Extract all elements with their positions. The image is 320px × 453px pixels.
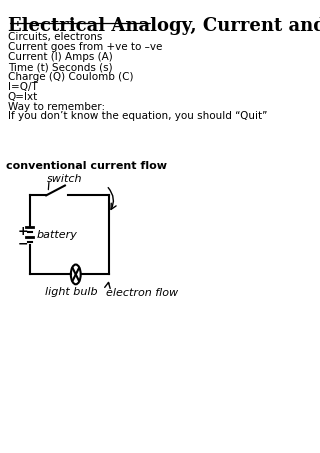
- Text: Q=Ixt: Q=Ixt: [8, 92, 38, 101]
- Text: Electrical Analogy, Current and Charge: Electrical Analogy, Current and Charge: [8, 17, 320, 34]
- Text: Way to remember:: Way to remember:: [8, 101, 105, 111]
- Text: Current goes from +ve to –ve: Current goes from +ve to –ve: [8, 42, 162, 52]
- Text: Time (t) Seconds (s): Time (t) Seconds (s): [8, 62, 112, 72]
- Text: switch: switch: [47, 173, 83, 183]
- Text: conventional current flow: conventional current flow: [6, 161, 167, 171]
- Text: +: +: [17, 225, 28, 238]
- Text: −: −: [17, 238, 28, 251]
- Text: Circuits, electrons: Circuits, electrons: [8, 33, 102, 43]
- Text: electron flow: electron flow: [106, 288, 179, 298]
- Text: battery: battery: [37, 230, 78, 240]
- Text: Charge (Q) Coulomb (C): Charge (Q) Coulomb (C): [8, 72, 133, 82]
- Text: light bulb: light bulb: [44, 287, 97, 297]
- Text: I=Q/T: I=Q/T: [8, 82, 37, 92]
- Text: Current (I) Amps (A): Current (I) Amps (A): [8, 52, 112, 62]
- Text: If you don’t know the equation, you should “Quit”: If you don’t know the equation, you shou…: [8, 111, 267, 121]
